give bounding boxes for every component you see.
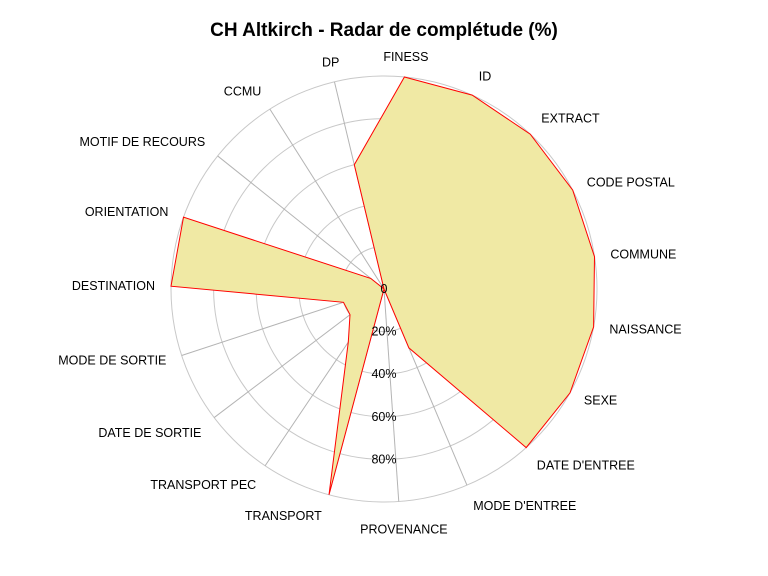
category-label: TRANSPORT PEC	[150, 478, 256, 492]
category-label: DATE DE SORTIE	[98, 426, 201, 440]
category-label: TRANSPORT	[245, 509, 322, 523]
category-label: COMMUNE	[610, 247, 676, 261]
category-label: MODE D'ENTREE	[473, 499, 576, 513]
category-label: DESTINATION	[72, 279, 155, 293]
category-label: CCMU	[224, 85, 262, 99]
grid-ring	[170, 75, 598, 503]
category-label: DP	[322, 55, 339, 69]
category-label: NAISSANCE	[609, 323, 681, 337]
spoke	[383, 288, 400, 502]
tick-label: 60%	[371, 410, 396, 424]
tick-label: 20%	[371, 325, 396, 339]
chart-title: CH Altkirch - Radar de complétude (%)	[210, 20, 558, 41]
category-labels: FINESS ID EXTRACT CODE POSTAL COMMUNE NAISSAN…	[58, 50, 681, 536]
category-label: DATE D'ENTREE	[537, 459, 635, 473]
spoke	[269, 108, 385, 290]
tick-label: 80%	[371, 452, 396, 466]
tick-label: 40%	[371, 367, 396, 381]
category-label: FINESS	[383, 50, 428, 64]
category-label: ID	[479, 70, 492, 84]
spoke	[217, 155, 385, 290]
category-label: EXTRACT	[541, 112, 600, 126]
tick-label: 0	[381, 282, 388, 296]
category-label: MOTIF DE RECOURS	[79, 135, 205, 149]
category-label: ORIENTATION	[85, 205, 169, 219]
category-label: CODE POSTAL	[587, 176, 675, 190]
category-label: SEXE	[584, 394, 617, 408]
category-label: PROVENANCE	[360, 522, 448, 536]
series-area	[170, 76, 596, 495]
category-label: MODE DE SORTIE	[58, 354, 166, 368]
tick-labels: 0 20% 40% 60% 80%	[371, 282, 396, 466]
series-polygon	[170, 76, 596, 495]
